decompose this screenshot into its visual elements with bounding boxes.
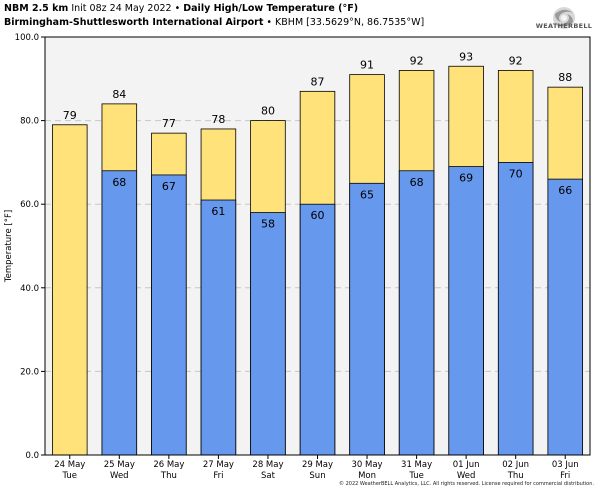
x-tick-label-weekday: Wed xyxy=(110,471,129,481)
high-value-label: 77 xyxy=(162,117,176,130)
x-tick-label-date: 28 May xyxy=(252,460,283,470)
y-tick-label: 0.0 xyxy=(25,451,39,461)
high-value-label: 87 xyxy=(311,75,325,88)
low-value-label: 61 xyxy=(211,205,225,218)
low-value-label: 68 xyxy=(112,176,126,189)
x-tick-label-weekday: Fri xyxy=(560,471,570,481)
low-value-label: 67 xyxy=(162,180,176,193)
low-bar xyxy=(299,203,336,456)
init-time: Init 08z 24 May 2022 xyxy=(71,3,172,14)
low-bar xyxy=(398,170,435,456)
low-bar xyxy=(448,166,484,456)
high-value-label: 92 xyxy=(509,54,523,67)
y-tick-label: 20.0 xyxy=(20,367,39,377)
low-value-label: 70 xyxy=(509,167,523,180)
high-value-label: 91 xyxy=(360,59,374,72)
low-bar xyxy=(200,199,237,456)
low-bar xyxy=(101,170,138,456)
high-value-label: 84 xyxy=(112,88,126,101)
x-tick-label-weekday: Tue xyxy=(408,471,424,481)
station-name: Birmingham-Shuttlesworth International A… xyxy=(4,17,264,28)
station-info: KBHM [33.5629°N, 86.7535°W] xyxy=(275,17,425,28)
x-tick-label-date: 02 Jun xyxy=(502,460,529,470)
high-value-label: 92 xyxy=(410,54,424,67)
y-tick-label: 80.0 xyxy=(20,117,39,127)
x-tick-label-date: 26 May xyxy=(153,460,184,470)
high-bar xyxy=(52,124,88,456)
station-line: Birmingham-Shuttlesworth International A… xyxy=(4,17,424,28)
x-tick-label-date: 03 Jun xyxy=(552,460,579,470)
weatherbell-logo: WEATHERBELL xyxy=(533,4,595,38)
y-tick-label: 40.0 xyxy=(20,284,39,294)
high-value-label: 93 xyxy=(459,50,473,63)
x-tick-label-date: 24 May xyxy=(54,460,85,470)
logo-text: WEATHERBELL xyxy=(535,22,593,30)
x-tick-label-date: 27 May xyxy=(203,460,234,470)
x-tick-label-weekday: Fri xyxy=(213,471,223,481)
x-tick-label-weekday: Sat xyxy=(261,471,276,481)
low-bar xyxy=(349,182,385,456)
low-value-label: 58 xyxy=(261,218,275,231)
y-tick-label: 100.0 xyxy=(15,33,39,43)
low-value-label: 60 xyxy=(311,209,325,222)
high-value-label: 79 xyxy=(63,109,77,122)
title-line: NBM 2.5 km Init 08z 24 May 2022 • Daily … xyxy=(4,3,358,14)
x-tick-label-weekday: Thu xyxy=(160,471,177,481)
x-tick-label-weekday: Tue xyxy=(62,471,78,481)
value-labels: 79 68 84 67 77 61 78 58 80 60 87 65 91 68 92 69 93 70 92 66… xyxy=(63,50,572,230)
x-tick-label-date: 30 May xyxy=(351,460,382,470)
x-tick-label-date: 01 Jun xyxy=(453,460,480,470)
x-tick-label-weekday: Mon xyxy=(358,471,376,481)
copyright-footer: © 2022 WeatherBELL Analytics, LLC. All r… xyxy=(339,481,594,487)
bars xyxy=(52,65,583,456)
low-value-label: 66 xyxy=(558,184,572,197)
x-tick-label-weekday: Thu xyxy=(507,471,524,481)
high-value-label: 88 xyxy=(558,71,572,84)
x-tick-label-date: 25 May xyxy=(104,460,135,470)
model-name: NBM 2.5 km xyxy=(4,3,69,14)
low-value-label: 68 xyxy=(410,176,424,189)
x-tick-label-weekday: Sun xyxy=(309,471,325,481)
low-bar xyxy=(547,178,583,456)
x-tick-label-weekday: Wed xyxy=(457,471,476,481)
low-bar xyxy=(497,161,534,456)
y-axis: 0.0 20.0 40.0 60.0 80.0 100.0 xyxy=(15,33,45,461)
low-value-label: 69 xyxy=(459,172,473,185)
storm-swirl-icon xyxy=(553,7,575,29)
high-value-label: 78 xyxy=(211,113,225,126)
y-tick-label: 60.0 xyxy=(20,200,39,210)
low-value-label: 65 xyxy=(360,188,374,201)
x-tick-label-date: 31 May xyxy=(401,460,432,470)
low-bar xyxy=(250,212,286,456)
separator: • xyxy=(174,3,181,14)
separator: • xyxy=(266,17,273,28)
product-title: Daily High/Low Temperature (°F) xyxy=(183,3,359,14)
low-bar xyxy=(151,174,187,456)
y-axis-label: Temperature [°F] xyxy=(4,210,14,283)
high-value-label: 80 xyxy=(261,105,275,118)
x-tick-label-date: 29 May xyxy=(302,460,333,470)
